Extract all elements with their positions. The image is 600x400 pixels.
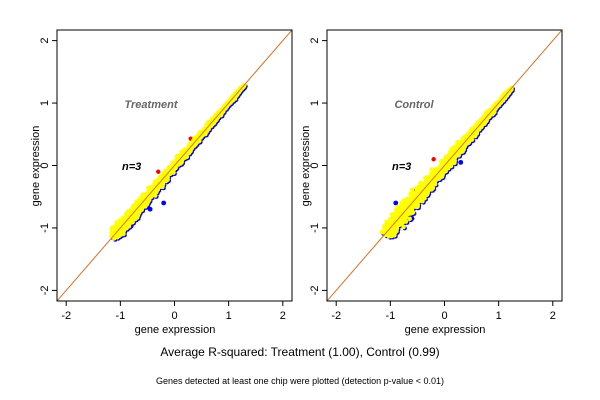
data-point-blue-outlier xyxy=(458,159,464,165)
data-point-yellow xyxy=(135,200,140,206)
x-tick-label: 1 xyxy=(226,310,232,322)
x-axis-label: gene expression xyxy=(135,324,216,336)
x-tick-label: 0 xyxy=(171,310,177,322)
n-annotation: n=3 xyxy=(122,161,141,173)
x-tick-label: 2 xyxy=(280,310,286,322)
data-point-yellow xyxy=(123,214,128,220)
data-point-blue-outlier xyxy=(161,200,167,206)
y-tick-label: 2 xyxy=(39,38,51,44)
x-tick-label: -2 xyxy=(61,310,71,322)
y-tick-label: -2 xyxy=(39,285,51,295)
data-point-yellow xyxy=(123,223,129,229)
y-tick-label: 1 xyxy=(39,100,51,106)
x-tick-label: -1 xyxy=(115,310,125,322)
reference-line xyxy=(57,30,292,301)
y-tick-label: -1 xyxy=(39,223,51,233)
data-point-red xyxy=(156,169,161,174)
data-point-yellow xyxy=(407,216,412,222)
data-point-blue-outlier xyxy=(147,206,153,212)
y-axis-label: gene expression xyxy=(30,126,42,207)
data-point-yellow xyxy=(139,195,144,201)
panel-title: Treatment xyxy=(125,99,179,111)
data-point-red xyxy=(431,157,436,162)
